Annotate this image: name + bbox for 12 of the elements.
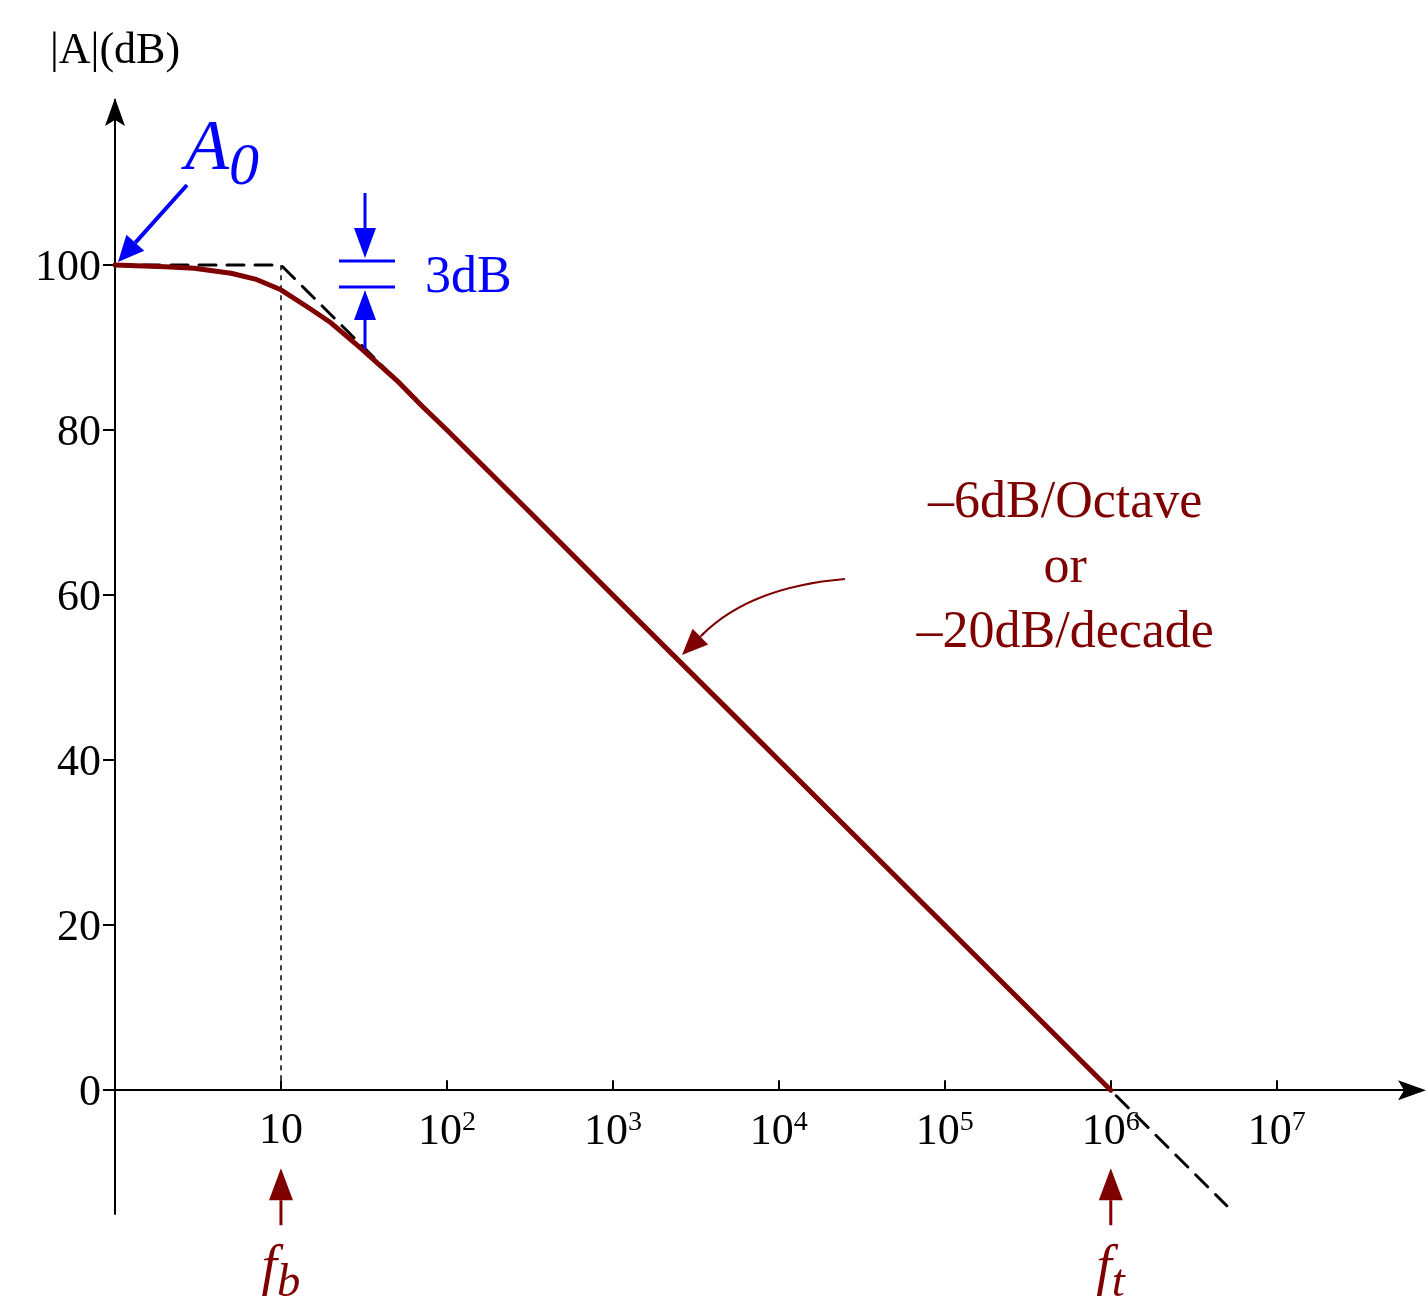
y-tick-label: 40 bbox=[57, 735, 101, 785]
annotation: f$_{b}$ bbox=[261, 1233, 301, 1308]
y-axis-title: |A|(dB) bbox=[49, 23, 181, 73]
annotation: –6dB/Octave or –20dB/decade bbox=[916, 470, 1214, 660]
annotation: 3dB bbox=[425, 244, 512, 305]
y-tick-label: 0 bbox=[79, 1065, 101, 1115]
y-tick-label: 20 bbox=[57, 900, 101, 950]
annotation: f$_{t}$ bbox=[1096, 1233, 1125, 1308]
y-tick-label: 100 bbox=[35, 240, 101, 290]
x-tick-label: 10 bbox=[258, 1103, 303, 1153]
y-tick-label: 60 bbox=[57, 570, 101, 620]
y-tick-label: 80 bbox=[57, 405, 101, 455]
